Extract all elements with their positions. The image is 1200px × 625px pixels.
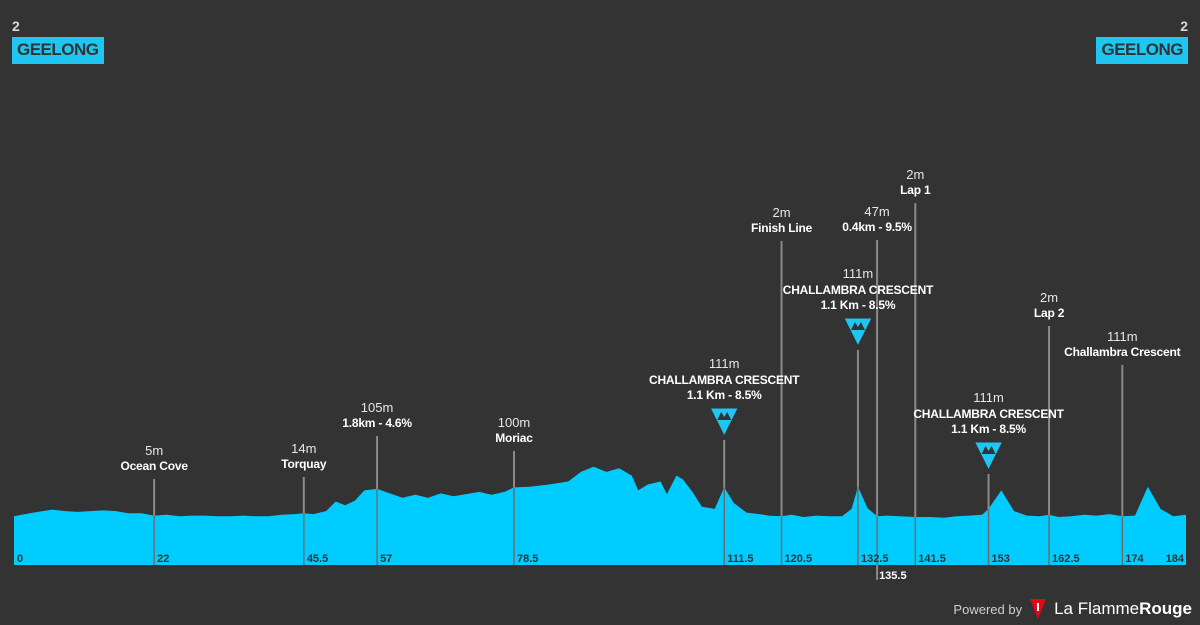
climb-marker-fill [843,317,873,348]
km-tick-label: 22 [157,553,169,565]
km-tick-label: 45.5 [307,553,328,565]
point-altitude: 14m [291,441,316,456]
point-name: Lap 2 [1034,306,1065,320]
mountain-icon [717,412,732,420]
point-altitude: 2m [773,205,791,220]
climb-detail: 1.1 Km - 8.5% [951,422,1026,436]
start-stage-number: 2 [12,18,20,34]
finish-town-block: 2 GEELONG [1096,18,1188,64]
km-tick-label: 184 [1166,553,1185,565]
point-altitude: 111m [1107,329,1138,344]
point-name: Moriac [495,431,533,445]
mountain-icon [981,446,996,454]
point-name: Torquay [281,457,327,471]
climb-detail: 1.1 Km - 8.5% [821,298,896,312]
climb-marker-fill [973,441,1004,472]
point-name: Lap 1 [900,183,931,197]
km-tick-label: 153 [992,553,1010,565]
point-name: Challambra Crescent [1064,345,1180,359]
point-altitude: 2m [906,167,924,182]
elevation-profile-area [14,466,1186,565]
flamme-rouge-logo-icon [1030,599,1047,619]
climb-name: CHALLAMBRA CRESCENT [783,283,934,297]
point-name: Finish Line [751,221,813,235]
point-altitude: 111m [973,390,1004,405]
point-altitude: 111m [709,356,740,371]
finish-stage-number: 2 [1180,18,1188,34]
climb-marker-icon [707,406,742,440]
start-town-block: 2 GEELONG [12,18,104,64]
km-tick-label: 174 [1125,553,1144,565]
point-altitude: 100m [498,415,531,430]
point-name: Ocean Cove [120,459,188,473]
brand-name-bold: Rouge [1139,599,1192,618]
km-tick-label: 141.5 [918,553,946,565]
km-tick-label: 120.5 [785,553,813,565]
km-tick-label: 135.5 [879,570,907,582]
km-tick-label: 132.5 [861,553,889,565]
powered-by-text: Powered by [953,601,1023,617]
point-altitude: 47m [864,204,889,219]
km-tick-label: 111.5 [727,553,753,565]
mountain-icon [850,322,865,330]
km-tick-label: 162.5 [1052,553,1080,565]
climb-marker-fill [709,407,740,438]
km-tick-label: 0 [17,553,23,565]
point-altitude: 111m [843,266,874,281]
finish-town-badge: GEELONG [1096,37,1188,64]
brand-name-light: La Flamme [1054,599,1140,618]
start-town-badge: GEELONG [12,37,104,64]
brand-name: La FlammeRouge [1054,599,1192,619]
point-altitude: 5m [145,443,163,458]
climb-marker-icon [971,440,1006,474]
km-tick-label: 78.5 [517,553,538,565]
climb-marker-icon [840,316,875,350]
point-altitude: 105m [361,400,394,415]
km-tick-labels: 0 22 45.5 57 78.5 111.5 120.5 132.5 135.5 141.5 15… [17,486,1185,582]
climb-name: CHALLAMBRA CRESCENT [649,373,800,387]
km-tick-label: 57 [380,553,392,565]
point-name: 0.4km - 9.5% [842,220,912,234]
climb-detail: 1.1 Km - 8.5% [687,388,762,402]
climb-name: CHALLAMBRA CRESCENT [913,407,1064,421]
point-altitude: 2m [1040,290,1058,305]
point-name: 1.8km - 4.6% [342,416,412,430]
footer: Powered by La FlammeRouge [953,599,1192,619]
